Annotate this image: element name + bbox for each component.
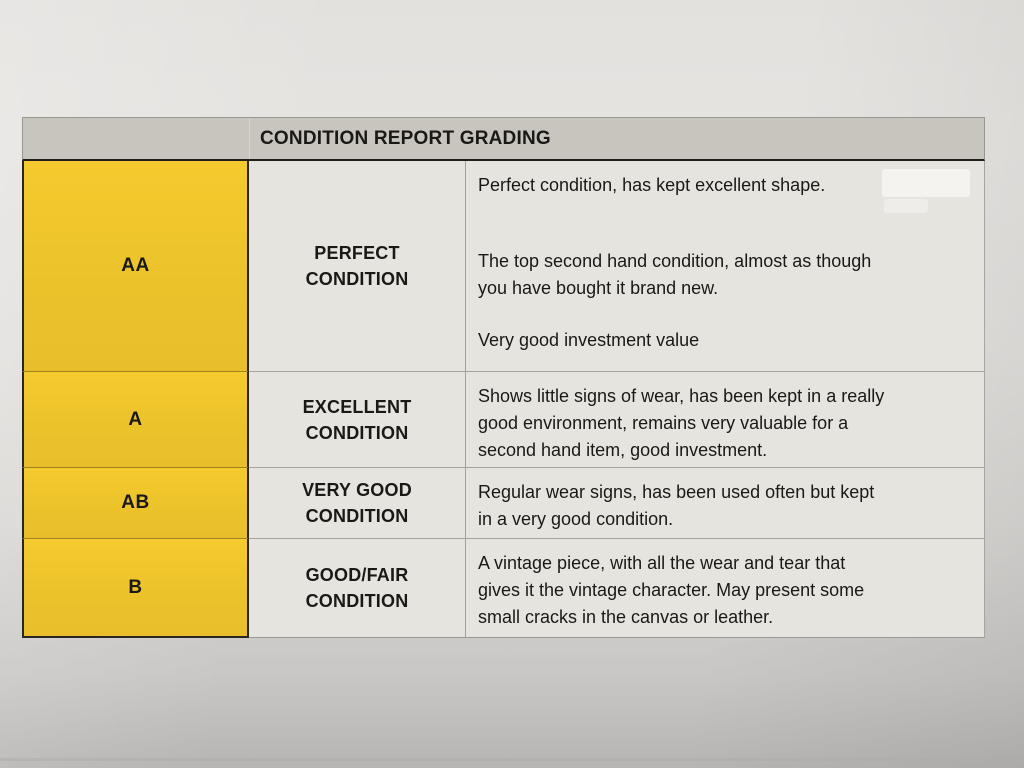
condition-cell-aa: PERFECT CONDITION [249, 161, 466, 372]
condition-report-table: CONDITION REPORT GRADING AA PERFECT COND… [22, 117, 985, 638]
description-paragraph: Shows little signs of wear, has been kep… [478, 386, 885, 460]
condition-cell-ab: VERY GOOD CONDITION [249, 468, 466, 539]
whiteout-patch [882, 169, 970, 197]
description-cell-b: A vintage piece, with all the wear and t… [466, 539, 985, 638]
table-row-a: A EXCELLENT CONDITION Shows little signs… [22, 372, 985, 468]
grade-cell-ab: AB [22, 468, 249, 539]
description-paragraph: Perfect condition, has kept excellent sh… [478, 175, 826, 195]
table-title: CONDITION REPORT GRADING [260, 127, 551, 149]
description-paragraph: A vintage piece, with all the wear and t… [478, 553, 865, 627]
condition-label-line: EXCELLENT [302, 396, 412, 417]
condition-label-line: CONDITION [305, 591, 409, 611]
table-row-b: B GOOD/FAIR CONDITION A vintage piece, w… [22, 539, 985, 638]
condition-cell-b: GOOD/FAIR CONDITION [249, 539, 466, 638]
condition-label-line: CONDITION [305, 506, 409, 526]
whiteout-patch [884, 199, 928, 213]
description-cell-a: Shows little signs of wear, has been kep… [466, 372, 985, 468]
condition-label-line: CONDITION [305, 422, 409, 443]
grade-cell-b: B [22, 539, 249, 638]
grade-cell-a: A [22, 372, 249, 468]
description-cell-ab: Regular wear signs, has been used often … [466, 468, 985, 539]
grade-label: B [128, 576, 143, 598]
table-row-ab: AB VERY GOOD CONDITION Regular wear sign… [22, 468, 985, 539]
condition-label-line: VERY GOOD [302, 480, 412, 500]
description-paragraph: The top second hand condition, almost as… [478, 251, 872, 298]
grade-label: AB [121, 492, 150, 513]
header-corner-cell [23, 118, 250, 159]
grade-cell-aa: AA [22, 161, 249, 372]
grade-label: A [128, 408, 143, 430]
condition-cell-a: EXCELLENT CONDITION [249, 372, 466, 468]
condition-label-line: PERFECT [314, 243, 400, 263]
grade-label: AA [121, 255, 150, 276]
table-body: AA PERFECT CONDITION Perfect condition, … [22, 161, 985, 638]
table-title-cell: CONDITION REPORT GRADING [250, 118, 984, 159]
paper-bottom-edge [0, 758, 1024, 761]
condition-label-line: CONDITION [305, 269, 409, 289]
description-paragraph: Very good investment value [478, 330, 700, 350]
table-row-aa: AA PERFECT CONDITION Perfect condition, … [22, 161, 985, 372]
description-cell-aa: Perfect condition, has kept excellent sh… [466, 161, 985, 372]
description-paragraph: Regular wear signs, has been used often … [478, 482, 875, 529]
condition-label-line: GOOD/FAIR [305, 565, 409, 585]
table-header-row: CONDITION REPORT GRADING [22, 117, 985, 161]
